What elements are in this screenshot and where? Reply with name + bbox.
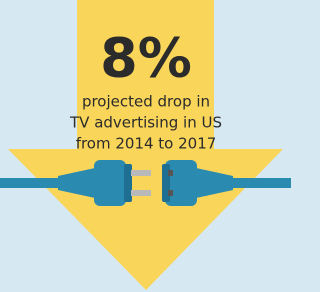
left-plug-face <box>124 164 132 202</box>
left-cable <box>0 178 60 188</box>
headline-figure: 8% <box>100 27 192 90</box>
page: {"headline": {"figure": "8%", "lines": [… <box>0 0 320 292</box>
headline-line: TV advertising in US <box>69 114 222 132</box>
infographic: 8% projected drop in TV advertising in U… <box>0 0 291 292</box>
headline-line: projected drop in <box>82 93 210 111</box>
socket <box>168 190 173 196</box>
headline-line: from 2014 to 2017 <box>76 135 217 153</box>
socket <box>168 170 173 176</box>
left-plug-body <box>94 160 126 206</box>
prong <box>131 190 151 196</box>
right-plug-face <box>162 164 170 202</box>
right-cable <box>231 178 291 188</box>
prong <box>131 170 151 176</box>
